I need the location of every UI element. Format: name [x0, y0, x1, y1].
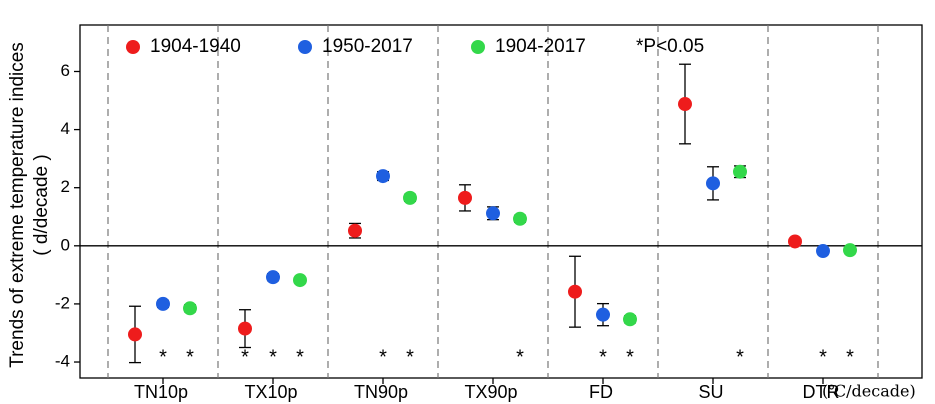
- significance-mark: *: [159, 346, 167, 368]
- y-tick-label: 0: [61, 235, 70, 254]
- plot-frame: [79, 24, 923, 379]
- legend-note: *P<0.05: [636, 36, 704, 57]
- y-tick-label: -4: [55, 352, 70, 371]
- y-tick-label: 6: [61, 61, 70, 80]
- significance-mark: *: [241, 346, 249, 368]
- significance-mark: *: [846, 346, 854, 368]
- data-point: [678, 97, 692, 112]
- data-point: [293, 273, 307, 288]
- data-point: [733, 164, 747, 179]
- data-point: [403, 190, 417, 205]
- data-point: [596, 307, 610, 322]
- data-point: [156, 296, 170, 311]
- data-point: [486, 206, 500, 221]
- legend-label: 1904-1940: [150, 36, 241, 57]
- significance-mark: *: [186, 346, 194, 368]
- x-tick-label: TN90p: [354, 382, 408, 402]
- significance-mark: *: [406, 346, 414, 368]
- legend-marker: [471, 40, 485, 54]
- data-point: [706, 176, 720, 191]
- legend-label: 1950-2017: [322, 36, 413, 57]
- significance-mark: *: [379, 346, 387, 368]
- data-point: [623, 312, 637, 327]
- data-point: [348, 223, 362, 238]
- legend-label: 1904-2017: [495, 36, 586, 57]
- y-tick-label: -2: [55, 293, 70, 312]
- significance-mark: *: [626, 346, 634, 368]
- x-tick-label: FD: [589, 382, 613, 402]
- significance-mark: *: [516, 346, 524, 368]
- x-tick-label: SU: [698, 382, 723, 402]
- y-axis-label: ( d/decade ): [31, 154, 52, 255]
- x-tick-label: TN10p: [134, 382, 188, 402]
- y-tick-label: 4: [61, 119, 70, 138]
- data-point: [513, 211, 527, 226]
- data-point: [128, 327, 142, 342]
- y-tick-label: 2: [61, 177, 70, 196]
- data-point: [816, 244, 830, 259]
- data-point: [458, 190, 472, 205]
- x-tick-label: TX90p: [464, 382, 517, 402]
- significance-mark: *: [296, 346, 304, 368]
- unit-annotation: (℃/decade): [822, 382, 916, 401]
- legend-marker: [126, 40, 140, 54]
- x-tick-label: TX10p: [244, 382, 297, 402]
- significance-mark: *: [599, 346, 607, 368]
- data-point: [376, 169, 390, 184]
- data-point: [568, 284, 582, 299]
- data-point: [266, 270, 280, 285]
- data-point: [238, 321, 252, 336]
- legend-marker: [298, 40, 312, 54]
- significance-mark: *: [736, 346, 744, 368]
- data-point: [843, 243, 857, 258]
- significance-mark: *: [269, 346, 277, 368]
- data-point: [183, 301, 197, 316]
- y-axis-label: Trends of extreme temperature indices: [7, 42, 28, 368]
- data-point: [788, 234, 802, 249]
- significance-mark: *: [819, 346, 827, 368]
- x-tick-label: DTR: [803, 382, 840, 402]
